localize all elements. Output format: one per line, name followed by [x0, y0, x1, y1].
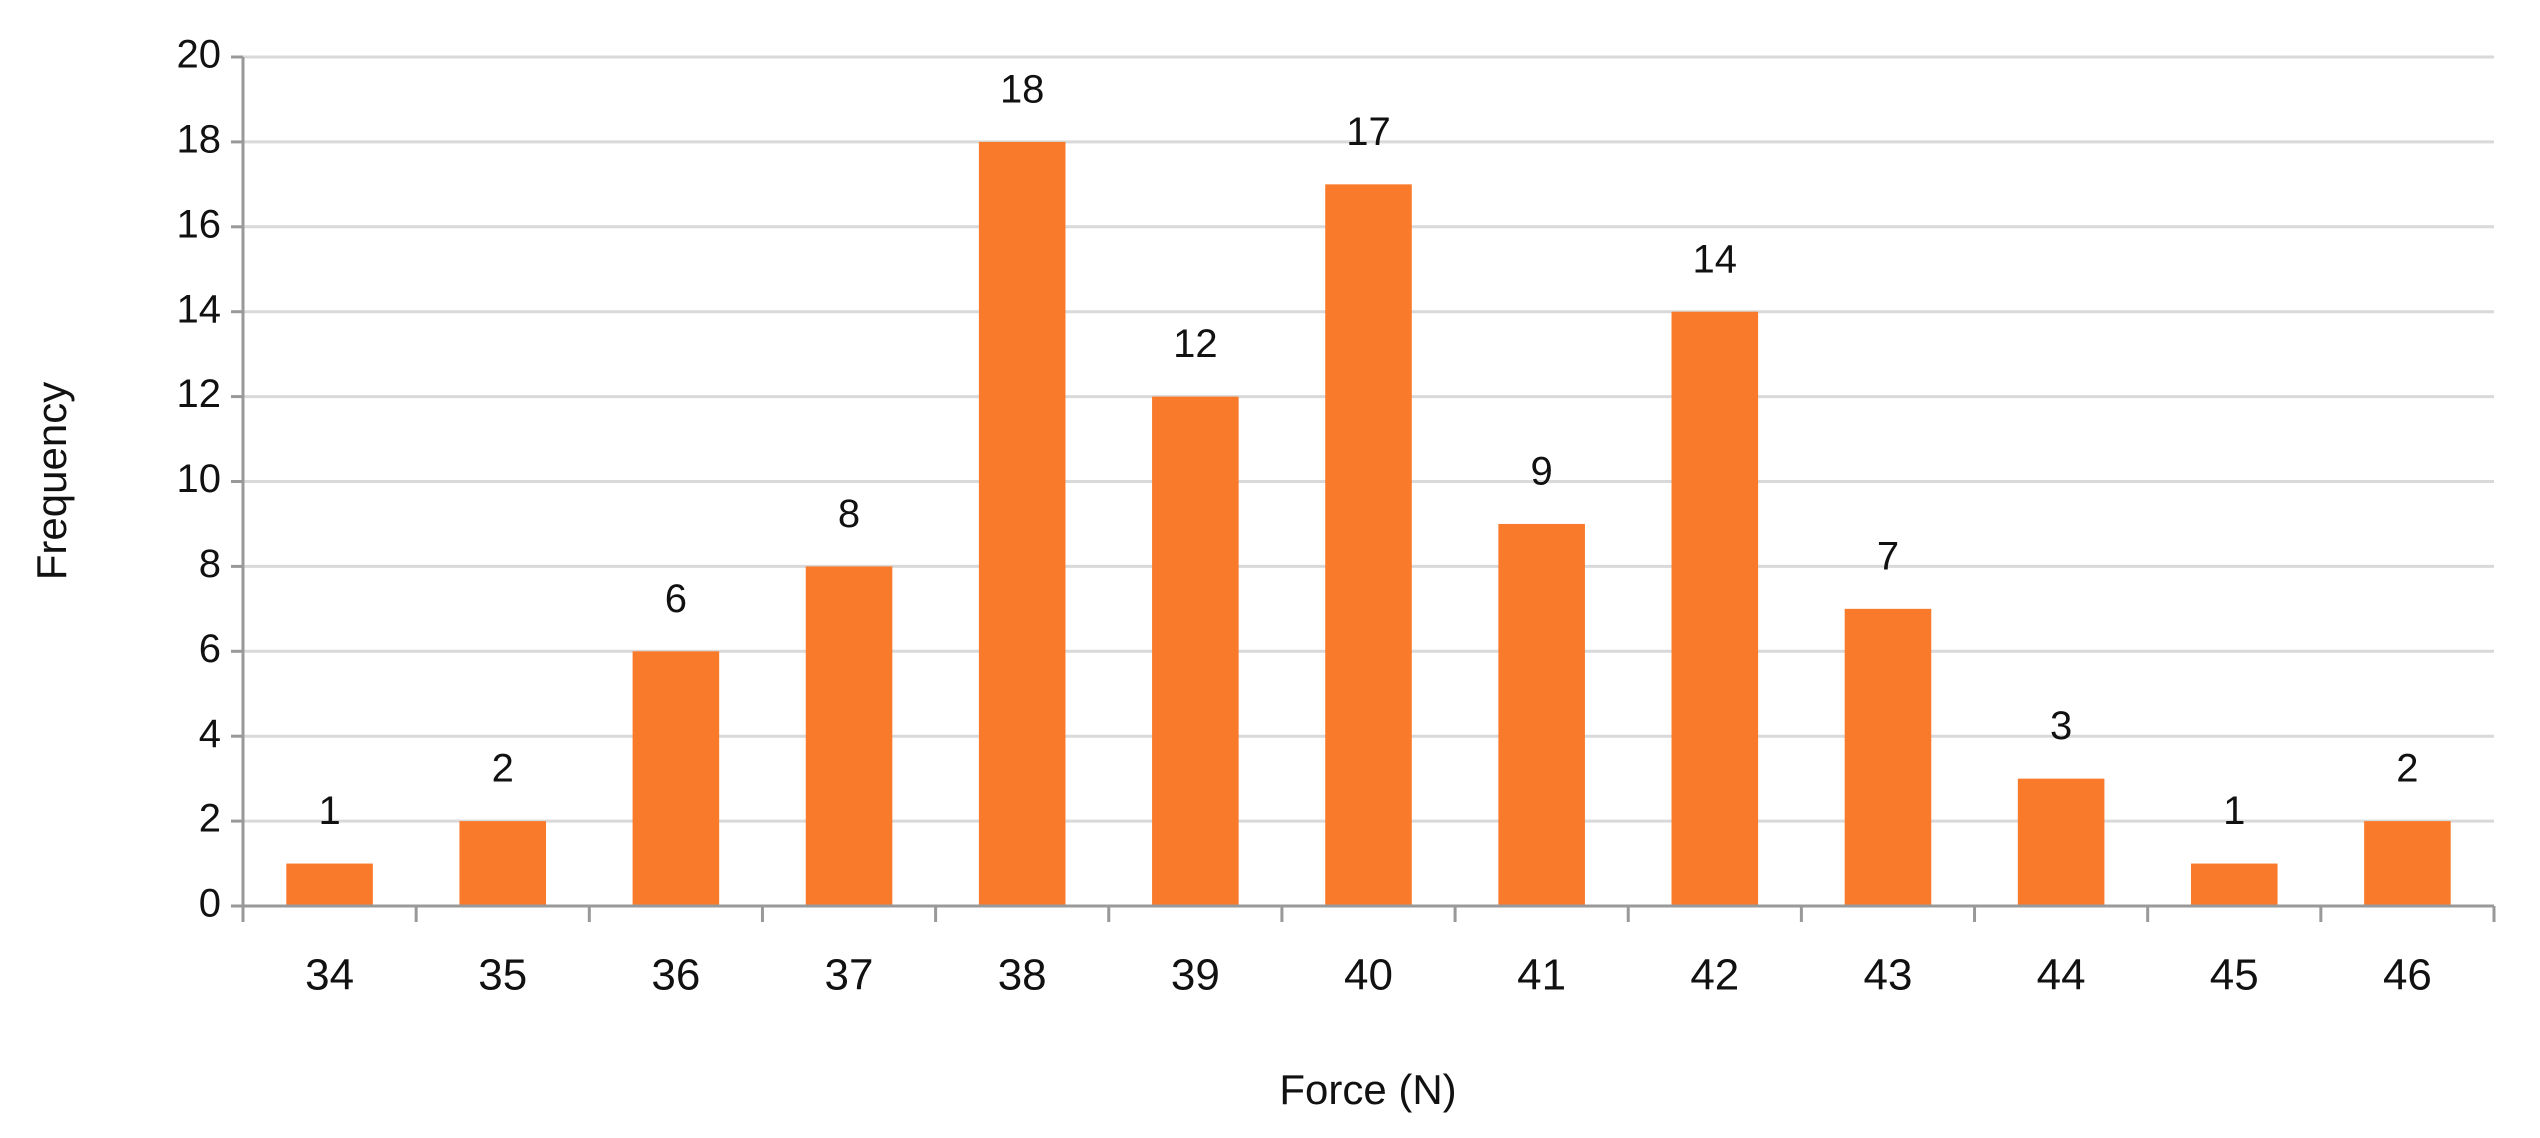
bar	[2190, 863, 2278, 906]
data-label: 3	[2050, 704, 2072, 748]
data-label: 17	[1346, 110, 1391, 154]
bar	[632, 651, 720, 906]
x-tick-label: 39	[1171, 951, 1220, 1000]
y-tick-label: 14	[177, 287, 222, 331]
bar	[1844, 608, 1932, 906]
data-label: 14	[1693, 237, 1738, 281]
y-tick-label: 4	[199, 712, 221, 756]
x-tick-label: 37	[825, 951, 874, 1000]
data-label: 1	[2223, 789, 2245, 833]
bar	[2364, 821, 2451, 906]
data-label: 6	[665, 577, 687, 621]
x-tick-label: 41	[1517, 951, 1566, 1000]
y-tick-label: 18	[177, 117, 222, 161]
y-tick-label: 16	[177, 202, 222, 246]
y-axis-title: Frequency	[28, 382, 75, 580]
y-tick-label: 2	[199, 797, 221, 841]
y-tick-label: 6	[199, 627, 221, 671]
x-tick-label: 46	[2383, 951, 2432, 1000]
data-label: 2	[492, 747, 514, 791]
x-tick-label: 42	[1690, 951, 1739, 1000]
bar	[1671, 311, 1759, 906]
bar	[2017, 778, 2105, 906]
x-tick-label: 43	[1863, 951, 1912, 1000]
x-tick-label: 40	[1344, 951, 1393, 1000]
data-label: 18	[1000, 67, 1045, 111]
data-label: 7	[1877, 534, 1899, 578]
x-tick-label: 36	[651, 951, 700, 1000]
y-tick-label: 8	[199, 542, 221, 586]
data-label: 2	[2396, 747, 2418, 791]
bar	[978, 141, 1066, 906]
x-tick-label: 38	[998, 951, 1047, 1000]
data-label: 8	[838, 492, 860, 536]
bar	[805, 566, 893, 906]
bar	[1152, 396, 1239, 906]
data-label: 9	[1531, 450, 1553, 494]
x-tick-label: 44	[2037, 951, 2086, 1000]
x-tick-label: 35	[478, 951, 527, 1000]
y-tick-label: 0	[199, 882, 221, 926]
bar	[286, 863, 373, 906]
y-tick-label: 12	[177, 372, 222, 416]
y-tick-label: 10	[177, 457, 222, 501]
x-tick-label: 34	[305, 951, 354, 1000]
x-tick-label: 45	[2210, 951, 2259, 1000]
bar	[1498, 523, 1585, 906]
x-axis-title: Force (N)	[1279, 1066, 1456, 1113]
y-tick-label: 20	[177, 33, 222, 77]
data-label: 1	[318, 789, 340, 833]
bar	[459, 821, 547, 906]
data-label: 12	[1173, 322, 1218, 366]
bar	[1325, 184, 1412, 907]
